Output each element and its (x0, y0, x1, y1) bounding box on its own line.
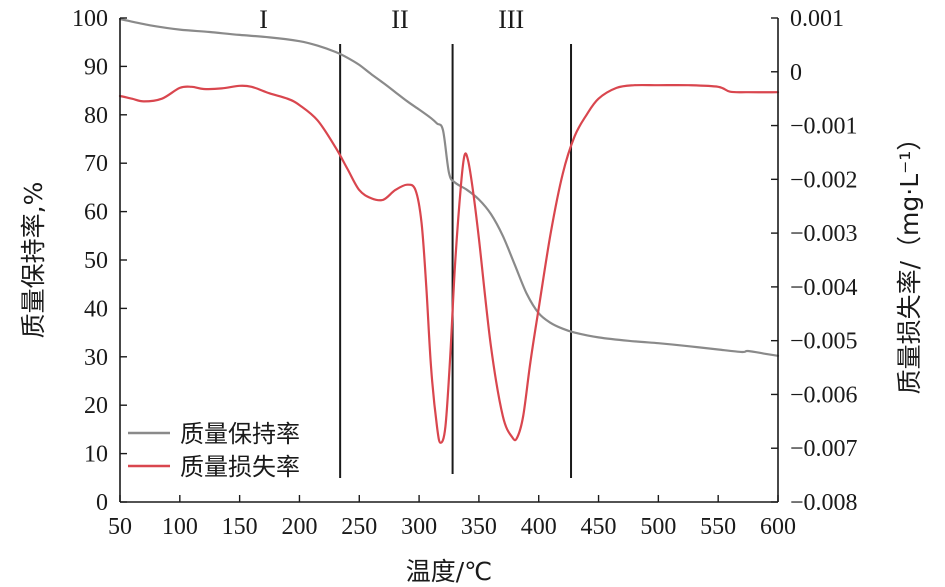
region-label: II (391, 5, 408, 34)
y-left-tick-label: 80 (84, 103, 108, 129)
y-right-tick-label: 0 (790, 60, 802, 86)
x-axis-title: 温度/℃ (406, 557, 493, 586)
x-tick-label: 550 (700, 514, 736, 540)
y-left-tick-label: 30 (84, 345, 108, 371)
y-left-tick-label: 60 (84, 200, 108, 226)
y-right-tick-label: −0.008 (790, 490, 858, 516)
y-left-tick-label: 10 (84, 442, 108, 468)
y-left-tick-label: 100 (72, 6, 108, 32)
x-tick-label: 250 (341, 514, 377, 540)
legend-item-mass-loss-rate-label: 质量损失率 (180, 453, 300, 481)
y-right-tick-label: −0.003 (790, 221, 858, 247)
y-right-tick-label: −0.006 (790, 382, 858, 408)
x-tick-label: 350 (461, 514, 497, 540)
y-right-tick-label: −0.007 (790, 436, 858, 462)
x-tick-label: 600 (760, 514, 796, 540)
y-left-tick-label: 0 (96, 490, 108, 516)
y-right-tick-label: −0.005 (790, 329, 858, 355)
y-right-tick-label: −0.004 (790, 275, 858, 301)
x-tick-label: 100 (162, 514, 198, 540)
axes-layer: 50 100 150 200 250 300 350 400 450 500 550 60001020… (19, 6, 924, 586)
region-label: III (498, 5, 524, 34)
legend-item-mass-retention-label: 质量保持率 (180, 420, 300, 448)
y-left-tick-label: 70 (84, 151, 108, 177)
x-tick-label: 400 (521, 514, 557, 540)
mass-loss-rate-line (118, 83, 780, 444)
x-tick-label: 450 (581, 514, 617, 540)
x-tick-label: 150 (222, 514, 258, 540)
y-left-tick-label: 90 (84, 54, 108, 80)
y-left-tick-label: 50 (84, 248, 108, 274)
y-right-tick-label: 0.001 (790, 6, 844, 32)
x-tick-label: 50 (108, 514, 132, 540)
x-tick-label: 200 (281, 514, 317, 540)
mass-retention-line (118, 17, 780, 357)
y-right-tick-label: −0.001 (790, 114, 858, 140)
y-left-tick-label: 20 (84, 393, 108, 419)
x-tick-label: 500 (640, 514, 676, 540)
plot-layer: I II III (118, 5, 780, 478)
x-tick-label: 300 (401, 514, 437, 540)
y-right-axis-title: 质量损失率/（mg·L⁻¹） (895, 126, 924, 395)
y-right-tick-label: −0.002 (790, 167, 858, 193)
region-label: I (259, 5, 268, 34)
y-left-axis-title: 质量保持率,% (19, 182, 48, 339)
y-left-tick-label: 40 (84, 296, 108, 322)
